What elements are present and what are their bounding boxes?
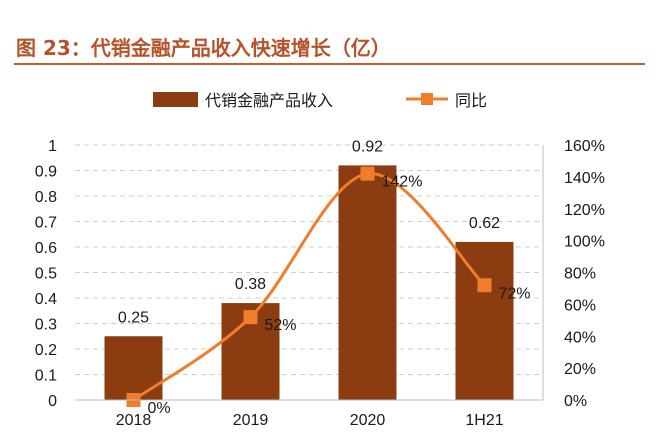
left-tick-label: 0.6	[35, 240, 57, 257]
right-tick-label: 100%	[564, 234, 605, 251]
left-tick-label: 0.1	[35, 368, 57, 385]
left-tick-label: 0.2	[35, 342, 57, 359]
bar-value-label: 0.25	[118, 309, 149, 326]
right-tick-label: 0%	[564, 393, 587, 410]
legend-bar-label: 代销金融产品收入	[205, 91, 333, 110]
right-tick-label: 40%	[564, 329, 596, 346]
title-divider	[14, 63, 645, 65]
left-tick-label: 0.3	[35, 317, 57, 334]
yoy-value-label: 52%	[265, 317, 297, 334]
right-tick-label: 80%	[564, 266, 596, 283]
right-tick-label: 160%	[564, 138, 605, 155]
left-tick-label: 0.8	[35, 189, 57, 206]
legend: 代销金融产品收入 同比	[153, 91, 487, 110]
right-tick-label: 20%	[564, 361, 596, 378]
bar-value-label: 0.62	[469, 215, 500, 232]
yoy-marker	[243, 310, 258, 325]
bars	[104, 165, 514, 400]
category-label: 2018	[116, 412, 152, 429]
yoy-value-label: 142%	[382, 174, 423, 191]
bar	[338, 165, 397, 400]
bar-value-label: 0.38	[235, 276, 266, 293]
axes: 0 0.1 0.2 0.3 0.4 0.5 0.6 0.7 0.8 0.9 1 0% 20% 40% 60%…	[35, 138, 605, 429]
right-tick-label: 60%	[564, 297, 596, 314]
data-labels: 0.25 0.38 0.92 0.62 0% 52% 142% 72%	[118, 138, 531, 417]
left-tick-label: 0.5	[35, 266, 57, 283]
right-tick-label: 120%	[564, 202, 605, 219]
left-tick-label: 0	[48, 393, 57, 410]
yoy-marker	[360, 166, 375, 181]
legend-line-marker	[421, 93, 433, 105]
left-tick-label: 0.4	[35, 291, 57, 308]
category-label: 1H21	[465, 412, 503, 429]
figure-title: 图 23：代销金融产品收入快速增长（亿）	[16, 36, 391, 60]
legend-line-label: 同比	[455, 91, 487, 110]
bar	[455, 241, 514, 400]
legend-bar-swatch	[153, 92, 198, 107]
bar	[104, 336, 163, 400]
left-tick-label: 0.9	[35, 164, 57, 181]
yoy-marker	[477, 278, 492, 293]
right-tick-label: 140%	[564, 170, 605, 187]
yoy-line-path	[132, 172, 486, 402]
yoy-value-label: 0%	[148, 400, 171, 417]
category-label: 2020	[350, 412, 386, 429]
category-label: 2019	[233, 412, 269, 429]
yoy-value-label: 72%	[499, 285, 531, 302]
left-tick-label: 0.7	[35, 215, 57, 232]
bar-value-label: 0.92	[352, 138, 383, 155]
yoy-line	[126, 166, 492, 407]
left-tick-label: 1	[48, 138, 57, 155]
